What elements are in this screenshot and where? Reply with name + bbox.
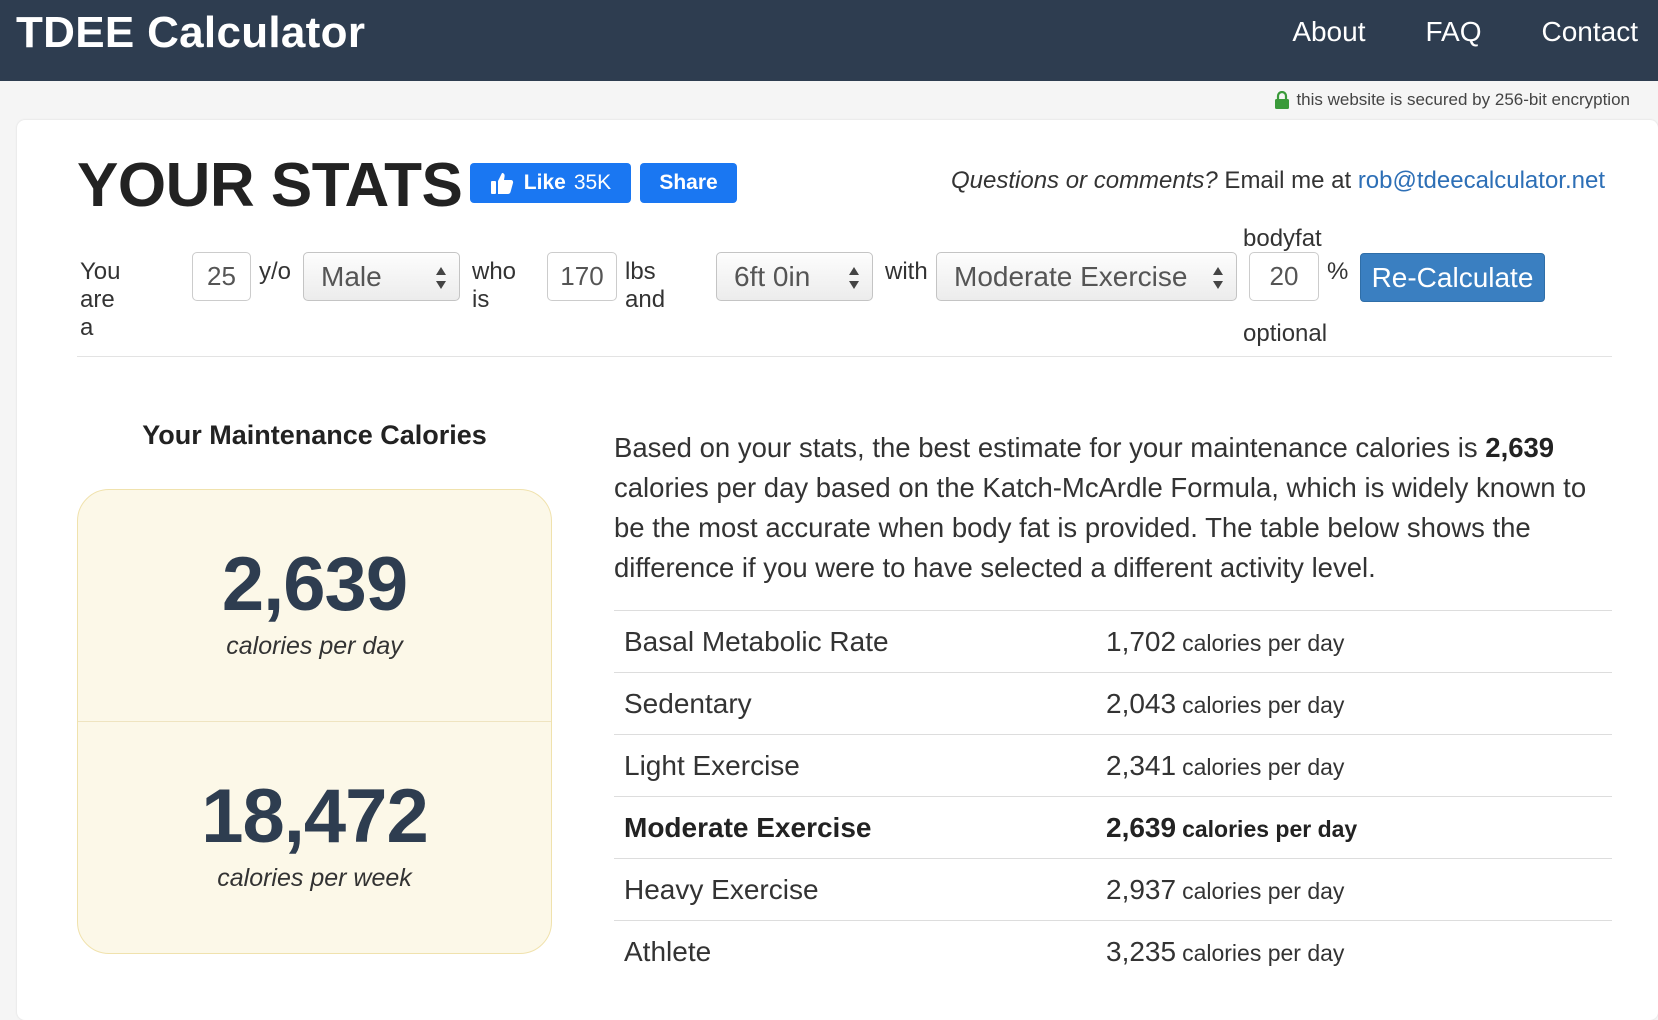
contact-line: Questions or comments? Email me at rob@t… [951, 167, 1605, 195]
label-optional: optional [1243, 320, 1328, 347]
table-row: Basal Metabolic Rate 1,702 calories per d… [614, 610, 1612, 673]
table-row-selected: Moderate Exercise 2,639 calories per day [614, 796, 1612, 859]
facebook-like-label: Like [523, 171, 566, 194]
table-row: Light Exercise 2,341 calories per day [614, 734, 1612, 797]
lock-icon [1274, 91, 1290, 109]
facebook-like-button[interactable]: Like 35K [470, 163, 631, 203]
questions-prompt: Questions or comments? [950, 167, 1218, 194]
activity-level-name: Athlete [614, 920, 1106, 983]
sex-select[interactable]: Male [303, 252, 460, 301]
nav-link-contact[interactable]: Contact [1541, 16, 1639, 47]
activity-level-calories: 2,639 calories per day [1106, 796, 1612, 859]
table-row: Sedentary 2,043 calories per day [614, 672, 1612, 735]
calorie-value: 2,639 [1106, 811, 1177, 843]
description-bold-value: 2,639 [1485, 432, 1555, 463]
height-select-value: 6ft 0in [734, 260, 811, 292]
bodyfat-input[interactable]: 20 [1249, 252, 1319, 301]
email-link[interactable]: rob@tdeecalculator.net [1357, 167, 1605, 194]
calorie-value: 2,937 [1106, 873, 1177, 905]
thumbs-up-icon [490, 171, 514, 195]
height-select[interactable]: 6ft 0in [716, 252, 873, 301]
activity-level-name: Basal Metabolic Rate [614, 610, 1106, 673]
weekly-calories-panel: 18,472 calories per week [78, 722, 551, 954]
activity-level-name: Sedentary [614, 672, 1106, 735]
navbar: TDEE Calculator About FAQ Contact [0, 0, 1658, 81]
select-arrows-icon [1212, 265, 1224, 291]
activity-level-name: Light Exercise [614, 734, 1106, 797]
calorie-value: 3,235 [1106, 935, 1177, 967]
table-row: Athlete 3,235 calories per day [614, 920, 1612, 983]
description-part-2: calories per day based on the Katch-McAr… [614, 472, 1587, 583]
daily-calories-value: 2,639 [221, 542, 408, 627]
label-bodyfat: bodyfat [1243, 225, 1322, 252]
activity-level-name: Moderate Exercise [614, 796, 1106, 859]
calorie-unit: calories per day [1182, 815, 1358, 842]
calorie-value: 1,702 [1106, 625, 1177, 657]
daily-calories-unit: calories per day [226, 632, 403, 660]
weight-input[interactable]: 170 [547, 252, 617, 301]
age-input[interactable]: 25 [192, 252, 251, 301]
calorie-unit: calories per day [1182, 629, 1345, 656]
sex-select-value: Male [321, 260, 382, 292]
activity-level-calories: 2,341 calories per day [1106, 734, 1612, 797]
activity-level-name: Heavy Exercise [614, 858, 1106, 921]
select-arrows-icon [848, 265, 860, 291]
brand-logo[interactable]: TDEE Calculator [16, 8, 366, 57]
security-note-text: this website is secured by 256-bit encry… [1296, 90, 1630, 109]
nav-link-about[interactable]: About [1292, 16, 1366, 47]
activity-level-table: Basal Metabolic Rate 1,702 calories per d… [614, 610, 1612, 983]
weekly-calories-value: 18,472 [201, 773, 428, 859]
security-note: this website is secured by 256-bit encry… [1274, 90, 1630, 110]
nav-link-faq[interactable]: FAQ [1425, 16, 1482, 47]
calorie-value: 2,043 [1106, 687, 1177, 719]
label-with: with [885, 258, 928, 285]
maintenance-box: 2,639 calories per day 18,472 calories p… [77, 489, 552, 954]
maintenance-heading: Your Maintenance Calories [142, 420, 487, 450]
label-percent: % [1327, 258, 1349, 285]
activity-select[interactable]: Moderate Exercise [936, 252, 1237, 301]
table-row: Heavy Exercise 2,937 calories per day [614, 858, 1612, 921]
calorie-value: 2,341 [1106, 749, 1177, 781]
calorie-unit: calories per day [1182, 939, 1345, 966]
nav-links: About FAQ Contact [1232, 14, 1638, 50]
label-lbs-and: lbs and [625, 258, 666, 313]
calorie-unit: calories per day [1182, 753, 1345, 780]
main-card: YOUR STATS Like 35K Share Questions or c… [17, 120, 1658, 1020]
page-title: YOUR STATS [77, 151, 463, 220]
result-description: Based on your stats, the best estimate f… [614, 428, 1589, 588]
calorie-unit: calories per day [1182, 691, 1345, 718]
label-you-are-a: You are a [80, 258, 121, 341]
facebook-like-count: 35K [573, 171, 612, 194]
activity-level-calories: 1,702 calories per day [1106, 610, 1612, 673]
activity-level-calories: 2,043 calories per day [1106, 672, 1612, 735]
select-arrows-icon [435, 265, 447, 291]
calorie-unit: calories per day [1182, 877, 1345, 904]
recalculate-button[interactable]: Re-Calculate [1360, 253, 1545, 302]
description-part-1: Based on your stats, the best estimate f… [614, 432, 1486, 463]
activity-level-calories: 2,937 calories per day [1106, 858, 1612, 921]
weekly-calories-unit: calories per week [217, 863, 412, 892]
facebook-share-button[interactable]: Share [640, 163, 737, 203]
label-yo: y/o [259, 258, 292, 285]
divider [77, 356, 1612, 357]
email-prefix: Email me at [1217, 167, 1358, 194]
daily-calories-panel: 2,639 calories per day [78, 490, 551, 722]
label-who-is: who is [472, 258, 517, 313]
activity-select-value: Moderate Exercise [954, 260, 1188, 292]
activity-level-calories: 3,235 calories per day [1106, 920, 1612, 983]
